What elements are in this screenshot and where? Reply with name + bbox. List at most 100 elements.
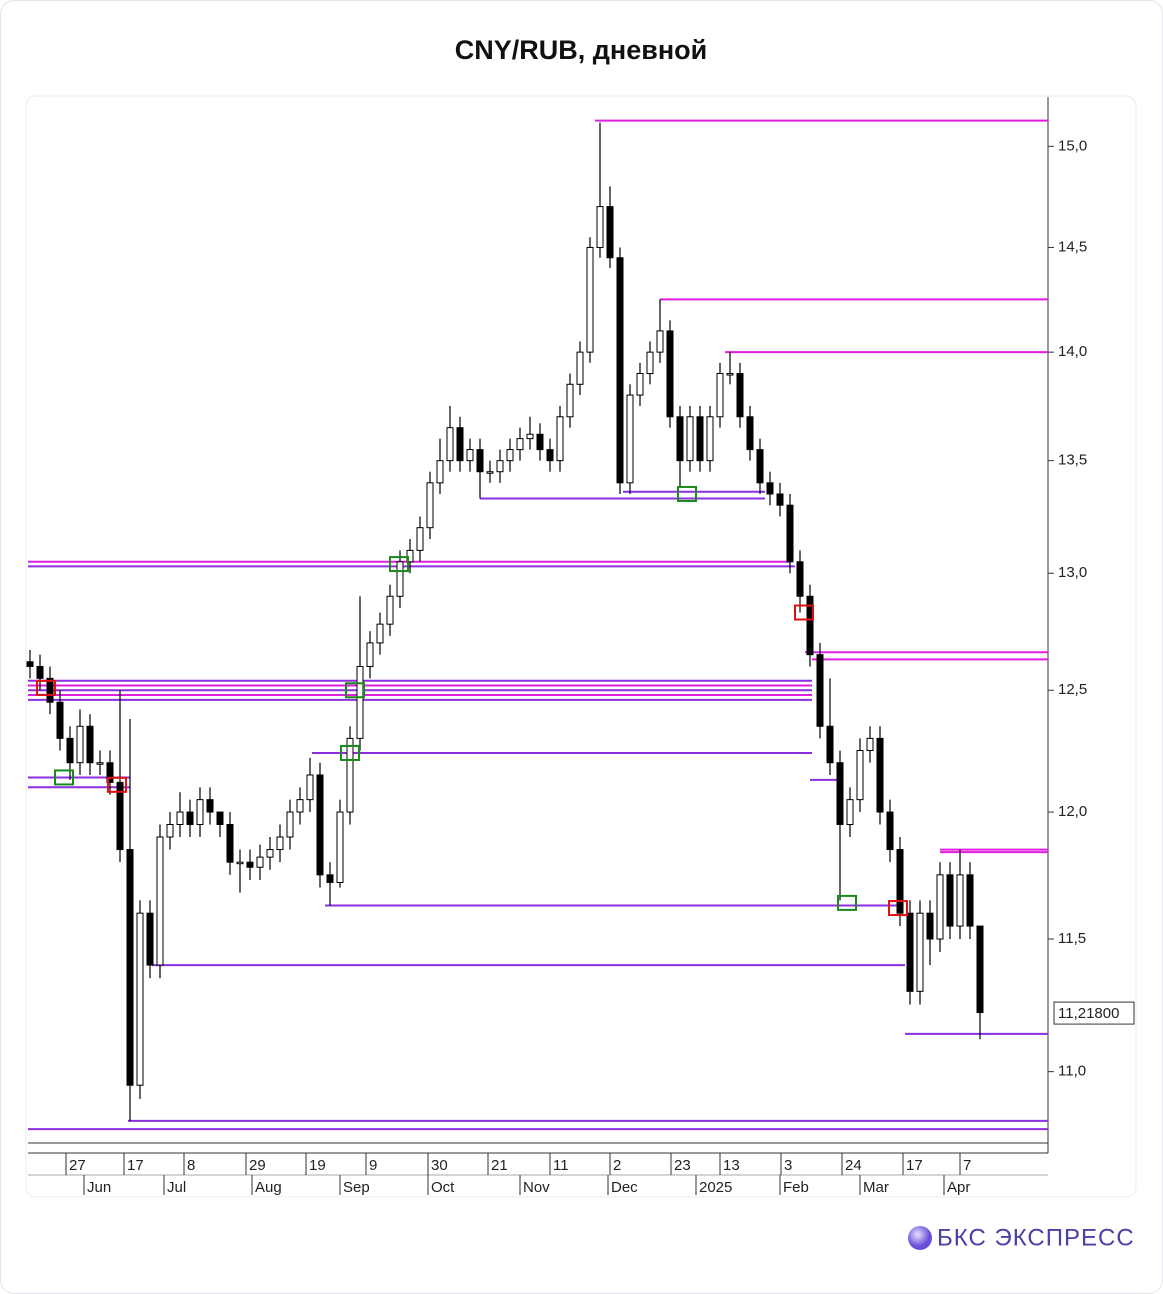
- candle-body: [516, 438, 524, 451]
- candle-body: [736, 373, 744, 418]
- candle-body: [856, 750, 864, 801]
- candle-body: [946, 874, 954, 927]
- candle-body: [176, 811, 184, 826]
- candle-body: [556, 416, 564, 462]
- month-label: Mar: [863, 1179, 889, 1196]
- candle-body: [806, 595, 814, 656]
- candle-body: [636, 373, 644, 396]
- last-price-label: 11,21800: [1058, 1005, 1119, 1022]
- candle-body: [766, 482, 774, 495]
- candle-body: [586, 246, 594, 353]
- candle-body: [286, 811, 294, 838]
- candle-body: [666, 330, 674, 418]
- candle-body: [226, 824, 234, 863]
- signal-marker: [677, 485, 697, 502]
- candle-body: [676, 416, 684, 462]
- candle-body: [836, 762, 844, 826]
- candle-body: [726, 373, 734, 376]
- y-tick-label: 12,0: [1058, 803, 1087, 820]
- candle-body: [546, 449, 554, 462]
- candle-body: [966, 874, 974, 927]
- candle-body: [36, 665, 44, 679]
- logo-icon: [908, 1226, 932, 1250]
- candle-body: [376, 623, 384, 644]
- candle-body: [26, 661, 34, 667]
- candle-body: [816, 654, 824, 727]
- x-tick-label: 8: [187, 1157, 195, 1174]
- candle-body: [306, 774, 314, 801]
- candle-body: [386, 595, 394, 625]
- candle-body: [246, 861, 254, 868]
- signal-marker: [389, 556, 409, 573]
- month-label: Feb: [783, 1179, 809, 1196]
- signal-marker: [888, 900, 908, 917]
- candle-body: [886, 811, 894, 851]
- candle-body: [776, 493, 784, 506]
- candle-body: [116, 781, 124, 851]
- candle-body: [936, 874, 944, 940]
- candle-body: [746, 416, 754, 451]
- x-tick-label: 29: [249, 1157, 266, 1174]
- candle-body: [46, 677, 54, 703]
- x-tick-label: 7: [963, 1157, 971, 1174]
- candle-body: [336, 811, 344, 883]
- month-label: Aug: [255, 1179, 282, 1196]
- candle-body: [146, 912, 154, 966]
- candle-body: [606, 206, 614, 259]
- signal-marker: [837, 894, 857, 911]
- candle-body: [316, 774, 324, 876]
- candle-body: [926, 912, 934, 940]
- x-tick-label: 9: [369, 1157, 377, 1174]
- candle-body: [356, 665, 364, 739]
- y-tick-label: 15,0: [1058, 137, 1087, 154]
- month-label: 2025: [699, 1179, 732, 1196]
- candle-body: [196, 799, 204, 826]
- candle-body: [366, 642, 374, 667]
- candle-body: [206, 799, 214, 813]
- candle-body: [506, 449, 514, 462]
- candle-body: [956, 874, 964, 927]
- candle-body: [496, 460, 504, 473]
- x-tick-label: 13: [723, 1157, 740, 1174]
- candle-body: [646, 351, 654, 375]
- candle-body: [756, 449, 764, 484]
- y-tick-label: 14,0: [1058, 343, 1087, 360]
- candle-body: [616, 257, 624, 484]
- candle-body: [866, 737, 874, 752]
- candle-body: [106, 762, 114, 783]
- candle-body: [826, 725, 834, 764]
- candle-body: [876, 737, 884, 813]
- month-label: Jun: [87, 1179, 111, 1196]
- candle-body: [126, 849, 134, 1086]
- signal-marker: [54, 769, 74, 786]
- month-label: Apr: [947, 1179, 970, 1196]
- candle-body: [396, 561, 404, 597]
- candle-body: [896, 849, 904, 914]
- candle-body: [906, 912, 914, 992]
- brand: БКС ЭКСПРЕСС: [937, 1224, 1135, 1251]
- x-tick-label: 17: [906, 1157, 923, 1174]
- x-tick-label: 27: [69, 1157, 86, 1174]
- candle-body: [166, 824, 174, 838]
- candle-body: [786, 504, 794, 563]
- candle-body: [96, 762, 104, 765]
- candle-body: [976, 925, 984, 1014]
- candle-body: [466, 449, 474, 462]
- signal-marker: [340, 744, 360, 761]
- x-tick-label: 11: [553, 1157, 569, 1174]
- candle-body: [76, 725, 84, 764]
- candle-body: [86, 725, 94, 764]
- x-tick-label: 17: [127, 1157, 144, 1174]
- candle-body: [526, 433, 534, 440]
- candle-body: [716, 373, 724, 418]
- month-label: Nov: [523, 1179, 550, 1196]
- month-label: Oct: [431, 1179, 455, 1196]
- candle-body: [486, 471, 494, 474]
- candle-body: [216, 811, 224, 826]
- candle-body: [596, 206, 604, 248]
- candle-body: [446, 427, 454, 462]
- x-tick-label: 24: [845, 1157, 862, 1174]
- x-tick-label: 23: [674, 1157, 691, 1174]
